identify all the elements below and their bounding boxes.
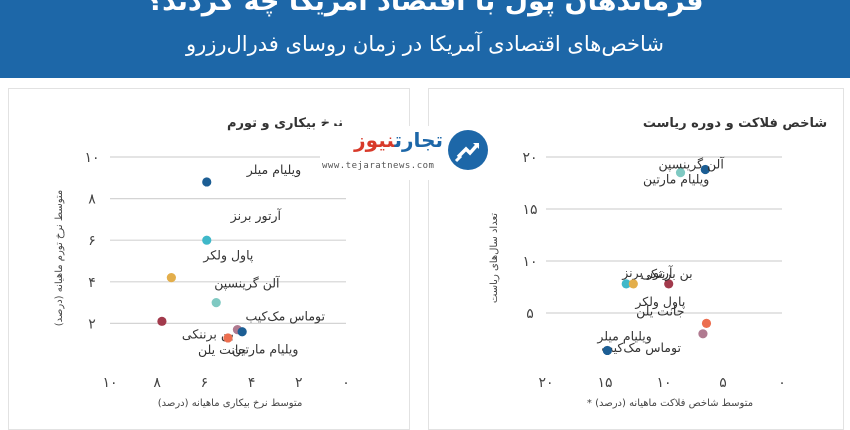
brand-url: www.tejaratnews.com — [322, 161, 435, 171]
misery-point — [621, 279, 631, 289]
misery-point-label: آرتور برنز — [621, 265, 673, 281]
page-subtitle: شاخص‌های اقتصادی آمریکا در زمان روسای فد… — [185, 32, 665, 56]
unemployment-point-label: توماس مک‌کیب — [245, 309, 325, 325]
misery-point-label: ویلیام میلر — [596, 328, 651, 344]
unemployment-point-label: آرتور برنز — [230, 208, 282, 224]
misery-point-label: ویلیام مارتین — [643, 171, 709, 187]
misery-y-tick-label: ۲۰ — [522, 150, 537, 166]
unemployment-x-tick-label: ۱۰ — [102, 375, 117, 391]
misery-x-axis-label: متوسط شاخص فلاکت ماهیانه (درصد) * — [587, 398, 753, 409]
right-panel — [428, 88, 844, 430]
unemployment-point-label: آلن گرینسپن — [214, 276, 280, 292]
misery-point — [602, 345, 612, 356]
misery-y-axis-label: تعداد سال‌های ریاست — [489, 213, 500, 303]
unemployment-point — [202, 177, 212, 187]
misery-y-tick-label: ۱۰ — [522, 254, 537, 270]
misery-y-tick-label: ۱۵ — [522, 202, 537, 218]
unemployment-x-tick-label: ۸ — [153, 375, 161, 391]
misery-point — [701, 318, 712, 328]
misery-chart-title: شاخص فلاکت و دوره ریاست — [643, 116, 827, 131]
unemployment-chart-title: نرخ بیکاری و تورم — [227, 116, 343, 131]
misery-point-label: پاول ولکر — [634, 294, 686, 310]
unemployment-x-axis-label: متوسط نرخ بیکاری ماهیانه (درصد) — [158, 398, 303, 409]
unemployment-y-tick-label: ۱۰ — [84, 150, 99, 166]
unemployment-x-tick-label: ۰ — [342, 375, 350, 391]
misery-x-tick-label: ۱۰ — [656, 375, 671, 391]
misery-x-tick-label: ۰ — [778, 375, 786, 391]
unemployment-point — [157, 316, 167, 326]
misery-point-label: توماس مک‌کیب — [601, 340, 681, 356]
chart-arrow-icon — [448, 130, 488, 170]
unemployment-y-tick-label: ۴ — [88, 275, 96, 291]
brand-main: تجارت — [394, 128, 443, 152]
unemployment-x-tick-label: ۴ — [248, 375, 256, 391]
misery-point-label: آلن گرینسپن — [659, 157, 725, 173]
misery-point — [700, 164, 710, 175]
misery-x-tick-label: ۱۵ — [597, 375, 612, 391]
unemployment-y-tick-label: ۶ — [88, 233, 96, 249]
brand-accent: نیوز — [354, 128, 395, 152]
unemployment-y-tick-label: ۲ — [88, 316, 96, 332]
unemployment-point-label: ویلیام مارتین — [232, 342, 298, 358]
unemployment-x-tick-label: ۲ — [295, 375, 303, 391]
misery-point — [664, 279, 674, 289]
unemployment-point — [237, 327, 247, 337]
unemployment-point-label: بن برننکی — [182, 326, 234, 342]
unemployment-point-label: جانت یلن — [198, 342, 246, 358]
misery-y-tick-label: ۵ — [526, 306, 534, 322]
misery-point-label: بن برننکی — [641, 266, 693, 282]
misery-point — [675, 168, 686, 178]
charts-canvas: شاخص فلاکت و دوره ریاست۵۱۰۱۵۲۰۰۵۱۰۱۵۲۰مت… — [54, 116, 827, 409]
misery-point — [698, 329, 708, 339]
header-banner: فرماندهان پول با اقتصاد آمریکا چه کردند؟… — [0, 0, 850, 78]
misery-point — [628, 279, 638, 289]
unemployment-y-axis-label: متوسط نرخ تورم ماهیانه (درصد) — [54, 190, 65, 327]
brand-name: تجارتنیوز — [354, 128, 443, 152]
page-title: فرماندهان پول با اقتصاد آمریکا چه کردند؟ — [146, 0, 704, 17]
misery-x-tick-label: ۵ — [719, 375, 727, 391]
unemployment-point-label: پاول ولکر — [202, 248, 254, 264]
unemployment-point-label: ویلیام میلر — [246, 162, 301, 178]
brand-logo: تجارتنیوز www.tejaratnews.com — [320, 126, 495, 180]
misery-x-tick-label: ۲۰ — [538, 375, 553, 391]
unemployment-point — [202, 235, 212, 245]
unemployment-point — [211, 298, 221, 308]
misery-point-label: جانت یلن — [636, 303, 684, 319]
unemployment-point — [166, 273, 176, 283]
unemployment-y-tick-label: ۸ — [88, 192, 96, 208]
unemployment-x-tick-label: ۶ — [201, 375, 209, 391]
unemployment-point — [223, 333, 233, 343]
